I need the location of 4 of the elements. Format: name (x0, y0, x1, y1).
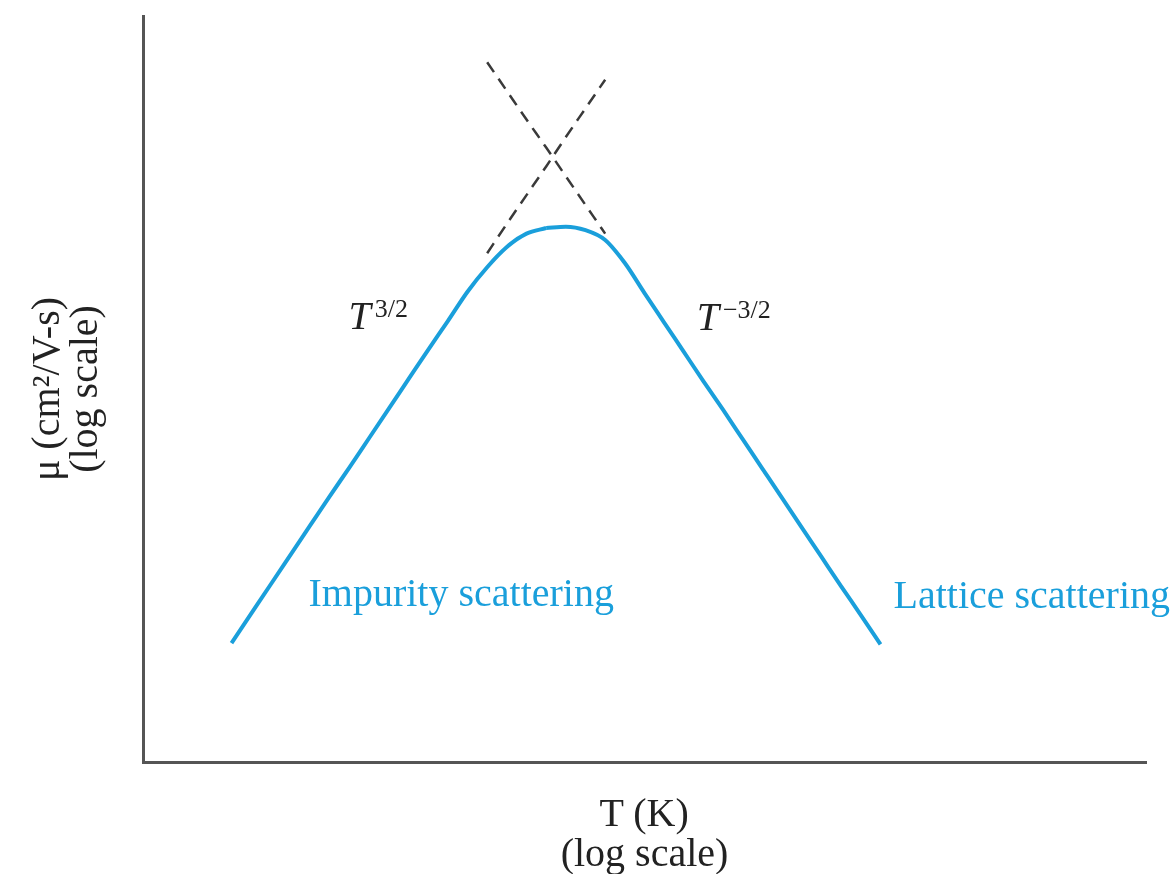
x-axis-title: T (K) (log scale) (560, 790, 729, 874)
y-axis-title: μ (cm²/V-s) (log scale) (22, 296, 106, 482)
series-label: Impurity scattering (308, 570, 614, 616)
series-label: Lattice scattering (893, 572, 1171, 618)
